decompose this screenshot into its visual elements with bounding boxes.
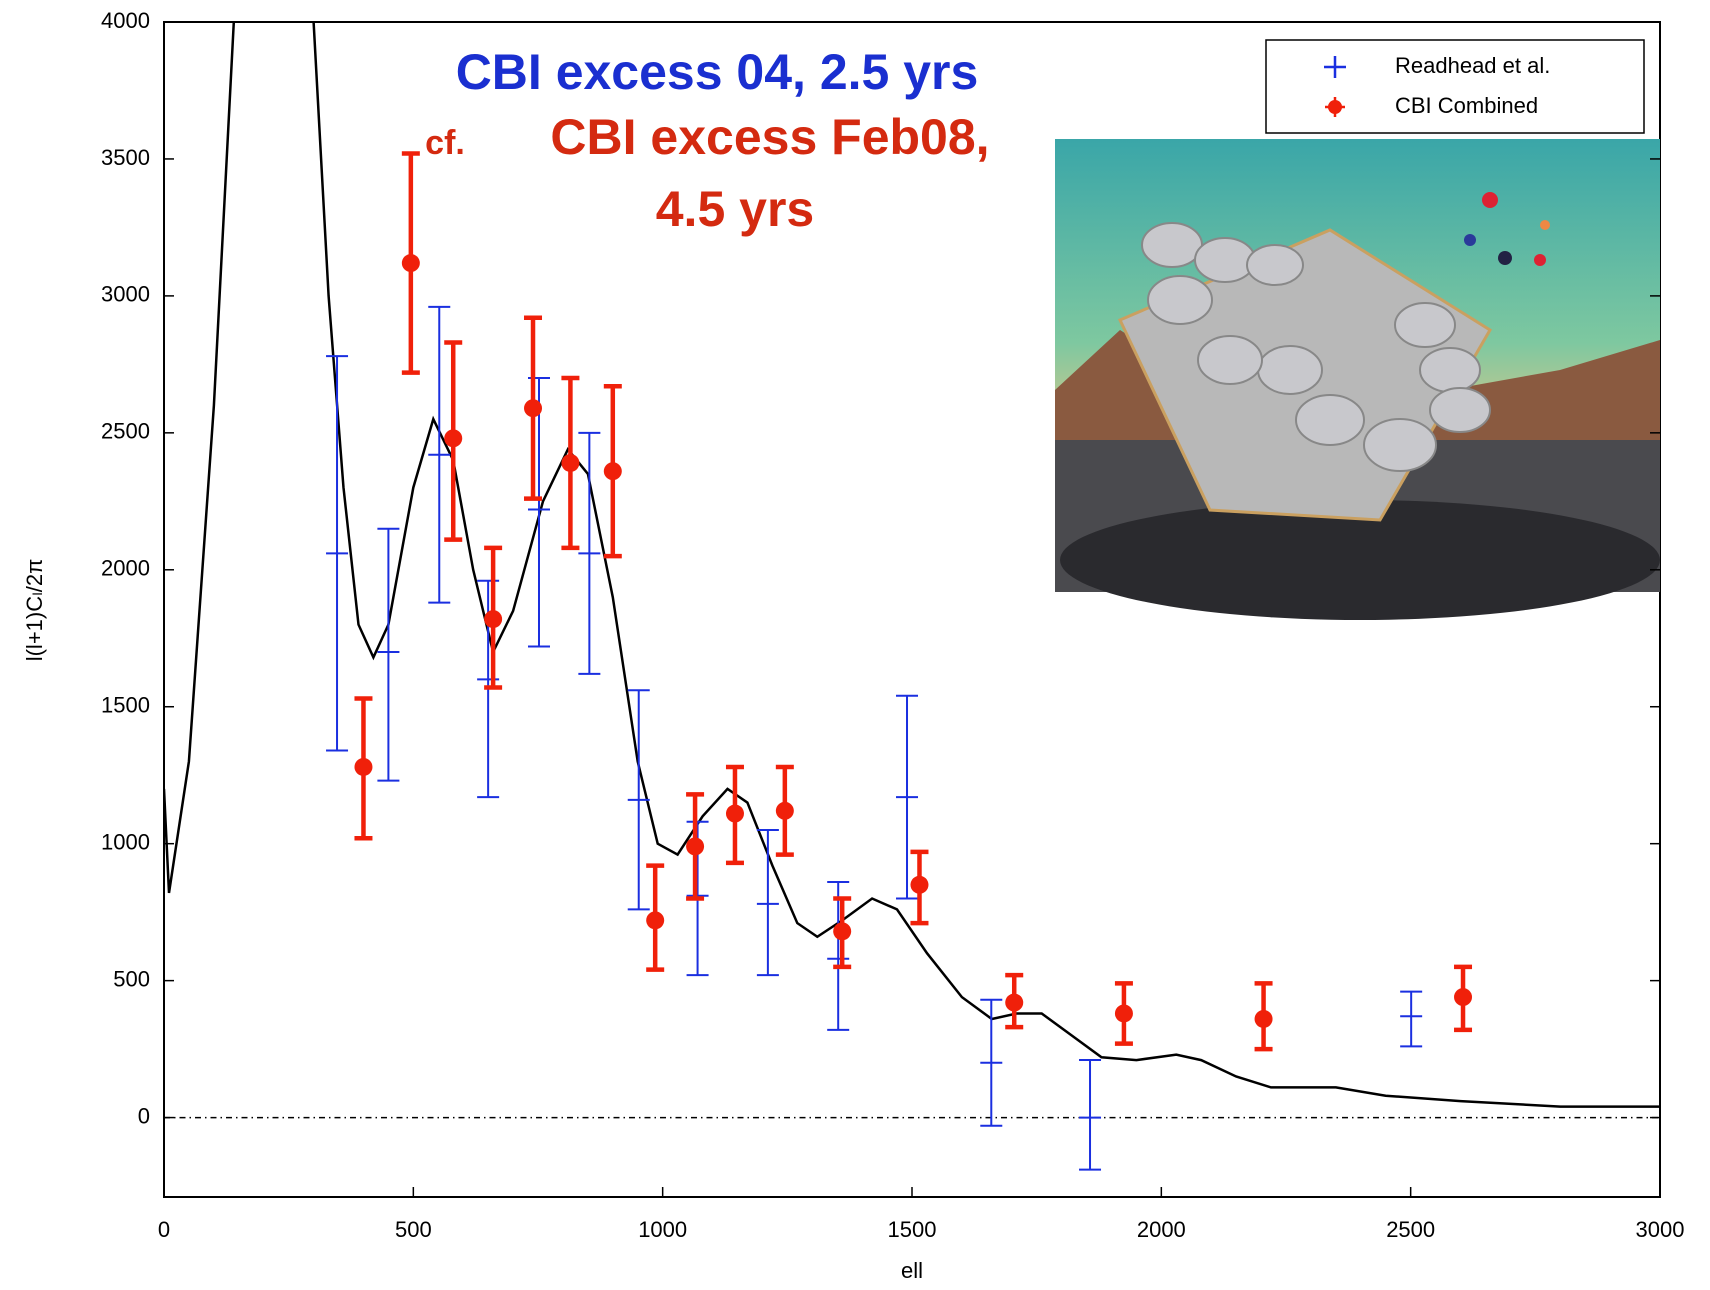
legend-label: Readhead et al.: [1395, 53, 1550, 78]
annotation: CBI excess Feb08,: [550, 109, 989, 165]
y-axis-label: l(l+1)Cₗ/2π: [22, 559, 47, 662]
legend-marker: [1324, 56, 1346, 78]
x-tick-label: 500: [395, 1217, 432, 1242]
x-tick-label: 2500: [1386, 1217, 1435, 1242]
point: [484, 610, 503, 629]
y-tick-label: 0: [138, 1103, 150, 1128]
point: [1005, 993, 1024, 1012]
point: [603, 462, 622, 481]
legend: Readhead et al. CBI Combined: [1265, 39, 1645, 134]
point: [561, 453, 580, 472]
y-tick-label: 3000: [101, 282, 150, 307]
point: [401, 254, 420, 273]
inset-photo: [1055, 139, 1660, 620]
annotation: CBI excess 04, 2.5 yrs: [456, 44, 979, 100]
annotation: 4.5 yrs: [656, 181, 814, 237]
x-axis-label: ell: [901, 1258, 923, 1283]
point: [444, 429, 463, 448]
annotation: cf.: [425, 124, 465, 162]
y-tick-label: 500: [113, 966, 150, 991]
point: [910, 875, 929, 894]
y-tick-label: 1500: [101, 693, 150, 718]
y-tick-label: 3500: [101, 145, 150, 170]
y-tick-label: 2000: [101, 556, 150, 581]
legend-marker: [1325, 97, 1345, 117]
x-tick-label: 3000: [1636, 1217, 1685, 1242]
legend-box: [1265, 39, 1645, 134]
plot-area: [164, 22, 1660, 1171]
x-tick-label: 0: [158, 1217, 170, 1242]
x-tick-label: 1500: [888, 1217, 937, 1242]
point: [1454, 988, 1473, 1007]
x-tick-label: 2000: [1137, 1217, 1186, 1242]
model-curve: [164, 22, 1660, 1108]
y-tick-label: 4000: [101, 8, 150, 33]
y-tick-label: 2500: [101, 419, 150, 444]
x-tick-label: 1000: [638, 1217, 687, 1242]
point: [354, 757, 373, 776]
y-tick-label: 1000: [101, 829, 150, 854]
point: [833, 922, 852, 941]
point: [1254, 1009, 1273, 1028]
point: [1114, 1004, 1133, 1023]
point: [524, 399, 543, 418]
point: [725, 804, 744, 823]
point: [686, 837, 705, 856]
point: [646, 911, 665, 930]
point: [775, 801, 794, 820]
legend-label: CBI Combined: [1395, 93, 1538, 118]
